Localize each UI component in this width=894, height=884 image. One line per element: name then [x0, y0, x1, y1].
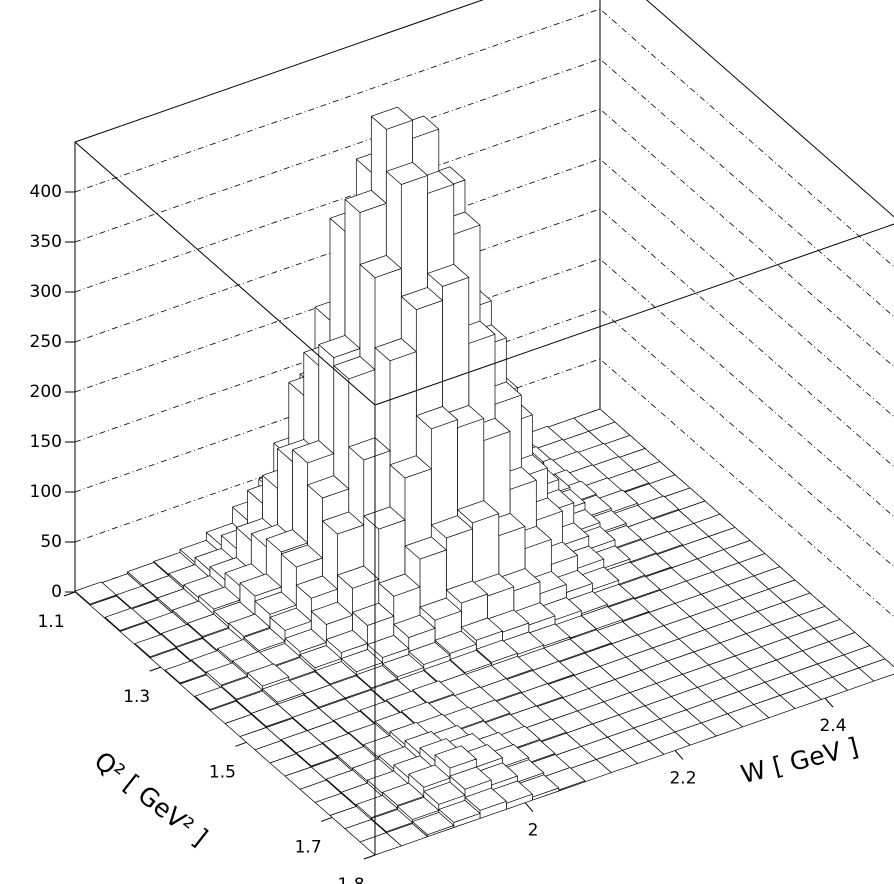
grid-line — [74, 8, 894, 268]
z-tick-label: 100 — [30, 482, 62, 502]
y-axis-title: Q² [ GeV² ] — [89, 746, 213, 852]
y-tick-label: 1.5 — [209, 762, 236, 782]
z-tick-label: 50 — [40, 532, 62, 552]
bars — [74, 106, 894, 856]
grid-line — [74, 308, 894, 568]
grid-line — [74, 208, 894, 468]
y-tick — [149, 666, 161, 672]
x-tick — [674, 750, 684, 760]
grid-line — [74, 358, 894, 618]
z-tick-label: 0 — [51, 582, 62, 602]
axes: 0 50 100 150 200 250 300 350 400 2 2.2 2.4 1.1 1.3 1.5… — [30, 141, 894, 884]
grid-line — [74, 108, 894, 368]
y-tick-label: 1.7 — [295, 837, 322, 857]
x-tick-label: 2 — [528, 821, 539, 841]
z-tick-label: 250 — [30, 332, 62, 352]
grid-line — [74, 258, 894, 518]
bar — [438, 799, 481, 828]
y-tick-label: 1.1 — [37, 612, 64, 632]
grid-line — [74, 58, 894, 318]
z-tick-label: 300 — [30, 282, 62, 302]
x-tick-label: 2.4 — [819, 716, 846, 736]
bar — [359, 832, 402, 856]
x-axis-title: W [ GeV ] — [738, 732, 861, 789]
z-tick-label: 200 — [30, 382, 62, 402]
y-tick — [363, 854, 376, 860]
y-tick-label: 1.8 — [337, 875, 364, 884]
y-tick — [235, 741, 247, 747]
x-tick — [824, 697, 834, 708]
z-tick-label: 150 — [30, 432, 62, 452]
y-tick-label: 1.3 — [123, 687, 150, 707]
z-tick-label: 350 — [30, 232, 62, 252]
y-tick — [63, 591, 76, 597]
z-tick-label: 400 — [30, 182, 62, 202]
x-tick-label: 2.2 — [669, 768, 696, 788]
x-tick — [524, 802, 534, 813]
grid-line — [74, 158, 894, 418]
y-tick — [320, 816, 333, 822]
